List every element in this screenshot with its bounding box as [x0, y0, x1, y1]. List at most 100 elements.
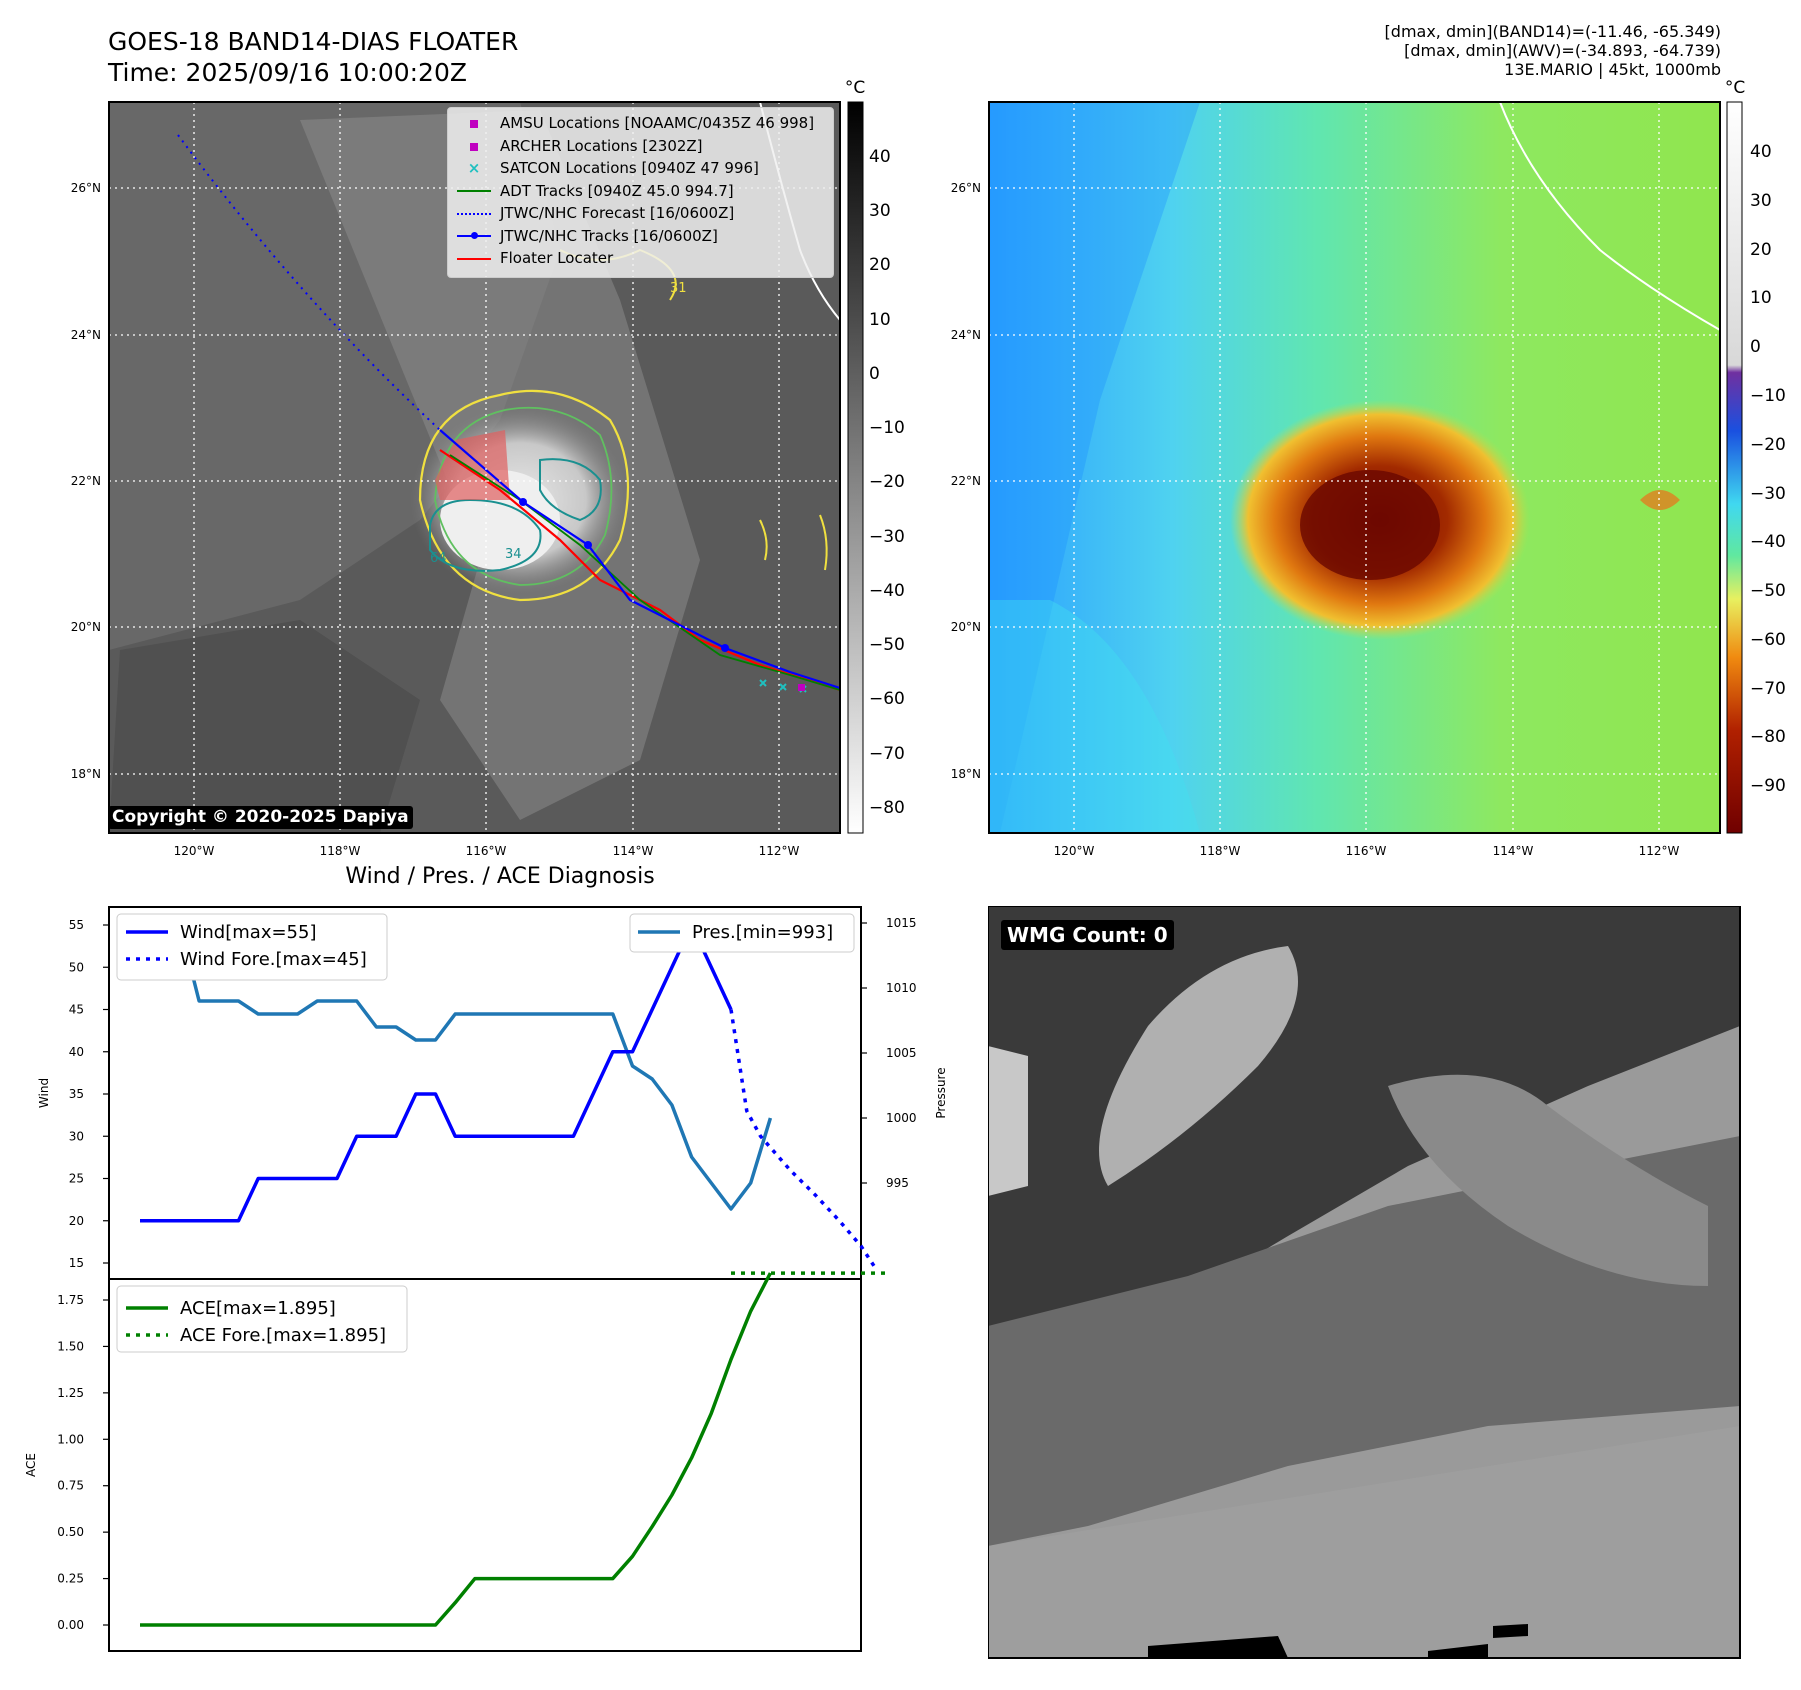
ace-tick-label: 0.00 [57, 1618, 84, 1632]
svg-text:10: 10 [1750, 288, 1772, 308]
svg-text:0: 0 [1750, 337, 1761, 357]
pressure-tick-label: 1010 [886, 981, 917, 995]
wind-series-line [140, 923, 733, 1223]
ace-series-line [140, 1272, 772, 1627]
legend-ace: ACE[max=1.895] [180, 1298, 336, 1319]
wind-tick-label: 15 [69, 1256, 84, 1270]
ir-legend-item: ARCHER Locations [2302Z] [456, 135, 825, 158]
svg-text:0: 0 [869, 364, 880, 384]
svg-text:10: 10 [869, 310, 891, 330]
svg-text:−70: −70 [869, 744, 905, 764]
ir-lat-label: 22°N [71, 474, 101, 488]
ace-axes [108, 1278, 862, 1652]
legend-swatch-icon [456, 112, 492, 135]
chart-time: Time: 2025/09/16 10:00:20Z [108, 58, 467, 87]
legend-swatch-icon [456, 180, 492, 203]
floater-locater-track [439, 449, 841, 692]
ace-tick-label: 1.75 [57, 1293, 84, 1307]
storm-info: 13E.MARIO | 45kt, 1000mb [1504, 60, 1721, 79]
wmg-panel [988, 906, 1741, 1659]
pressure-ylabel: Pressure [934, 1067, 948, 1118]
ir-lon-label: 114°W [613, 844, 654, 858]
ir-legend-item: JTWC/NHC Forecast [16/0600Z] [456, 202, 825, 225]
band14-range: [dmax, dmin](BAND14)=(-11.46, -65.349) [1384, 22, 1721, 41]
awv-lon-label: 118°W [1200, 844, 1241, 858]
contour-label-31: 31 [670, 281, 687, 296]
ir-legend-label: ADT Tracks [0940Z 45.0 994.7] [500, 181, 734, 200]
svg-text:40: 40 [869, 147, 891, 167]
legend-swatch-icon [456, 135, 492, 158]
legend-ace-fore: ACE Fore.[max=1.895] [180, 1325, 386, 1346]
pressure-legend: Pres.[min=993] [629, 913, 855, 953]
ir-colorbar-unit: °C [845, 78, 865, 98]
svg-text:−10: −10 [869, 418, 905, 438]
ace-tick-label: 1.25 [57, 1386, 84, 1400]
wind-tick-label: 20 [69, 1214, 84, 1228]
pressure-series-line [140, 921, 773, 1211]
legend-pressure: Pres.[min=993] [692, 922, 833, 943]
legend-swatch-icon: × [467, 159, 481, 177]
svg-text:30: 30 [869, 201, 891, 221]
ir-colorbar-ticks: 40 30 20 10 0 −10 −20 −30 −40 −50 −60 −7… [869, 147, 905, 818]
svg-text:30: 30 [1750, 191, 1772, 211]
copyright-label: Copyright © 2020-2025 Dapiya [108, 806, 413, 829]
svg-text:−60: −60 [869, 689, 905, 709]
svg-text:−40: −40 [869, 581, 905, 601]
forecast-track [177, 134, 441, 431]
pressure-tick-label: 1005 [886, 1046, 917, 1060]
ace-tick-label: 0.25 [57, 1572, 84, 1586]
ir-legend: AMSU Locations [NOAAMC/0435Z 46 998] ARCH… [447, 107, 834, 278]
contour-yellow [418, 389, 630, 602]
ir-lon-label: 116°W [466, 844, 507, 858]
ir-lon-label: 120°W [174, 844, 215, 858]
svg-text:20: 20 [869, 255, 891, 275]
chart-title: GOES-18 BAND14-DIAS FLOATER [108, 27, 519, 56]
ir-lon-label: 118°W [320, 844, 361, 858]
svg-text:−50: −50 [1750, 581, 1786, 601]
svg-text:−30: −30 [1750, 484, 1786, 504]
svg-text:−70: −70 [1750, 679, 1786, 699]
awv-range: [dmax, dmin](AWV)=(-34.893, -64.739) [1404, 41, 1721, 60]
wind-tick-label: 55 [69, 918, 84, 932]
ace-tick-label: 1.50 [57, 1339, 84, 1353]
ace-tick-label: 0.75 [57, 1479, 84, 1493]
ir-colorbar [847, 101, 864, 834]
wind-forecast-line [729, 1009, 877, 1269]
contour-label-34: 34 [505, 547, 522, 562]
awv-lat-label: 26°N [951, 181, 981, 195]
svg-text:20: 20 [1750, 240, 1772, 260]
awv-lon-label: 116°W [1346, 844, 1387, 858]
awv-gridlines [989, 102, 1720, 833]
wmg-count-label: WMG Count: 0 [1001, 920, 1174, 950]
ir-legend-label: Floater Locater [500, 249, 614, 267]
ace-ylabel: ACE [24, 1453, 38, 1477]
svg-text:−90: −90 [1750, 776, 1786, 796]
ir-legend-item: × SATCON Locations [0940Z 47 996] [456, 157, 825, 180]
ir-legend-label: ARCHER Locations [2302Z] [500, 136, 703, 155]
awv-colorbar-unit: °C [1725, 78, 1745, 98]
svg-text:−10: −10 [1750, 386, 1786, 406]
legend-swatch-icon [456, 247, 492, 270]
wind-tick-label: 25 [69, 1172, 84, 1186]
ir-lon-label: 112°W [759, 844, 800, 858]
awv-lon-label: 120°W [1054, 844, 1095, 858]
ir-legend-label: AMSU Locations [NOAAMC/0435Z 46 998] [500, 114, 815, 132]
ir-legend-item: JTWC/NHC Tracks [16/0600Z] [456, 225, 825, 248]
ir-legend-item: Floater Locater [456, 247, 825, 270]
legend-wind: Wind[max=55] [180, 922, 317, 943]
legend-wind-fore: Wind Fore.[max=45] [180, 949, 367, 970]
awv-lat-label: 22°N [951, 474, 981, 488]
contour-teal [429, 498, 542, 572]
svg-text:−60: −60 [1750, 630, 1786, 650]
ir-legend-label: JTWC/NHC Forecast [16/0600Z] [500, 204, 735, 222]
awv-lat-label: 18°N [951, 767, 981, 781]
pressure-tick-label: 1015 [886, 916, 917, 930]
svg-text:−80: −80 [869, 798, 905, 818]
ir-lat-label: 20°N [71, 620, 101, 634]
svg-text:−20: −20 [869, 472, 905, 492]
wind-ylabel: Wind [37, 1078, 51, 1108]
awv-lat-label: 24°N [951, 328, 981, 342]
pressure-tick-label: 995 [886, 1176, 909, 1190]
wind-legend: Wind[max=55] Wind Fore.[max=45] [116, 913, 388, 981]
awv-lon-label: 114°W [1493, 844, 1534, 858]
